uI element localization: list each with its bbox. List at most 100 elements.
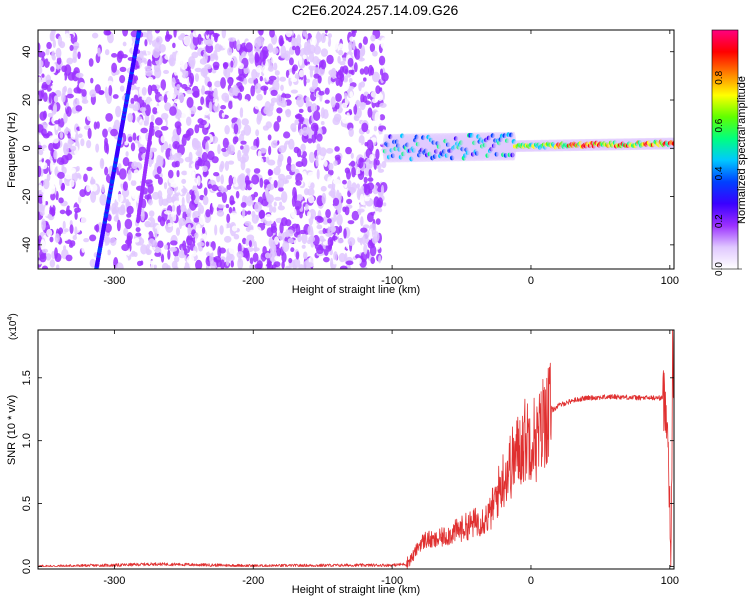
heatmap-cell [371,98,378,104]
colorbar-tick-label: 0.4 [714,166,725,180]
heatmap-cell [61,92,66,103]
heatmap-cell [347,179,352,189]
heatmap-cell [182,240,187,251]
heatmap-cell [87,127,92,139]
heatmap-cell [254,226,262,234]
heatmap-cell [343,159,351,165]
heatmap-cell [294,45,301,56]
heatmap-cell [307,171,316,180]
heatmap-cell [115,209,119,221]
heatmap-cell [330,39,339,51]
heatmap-cell [169,240,178,246]
heatmap-cell [364,196,370,202]
heatmap-cell [375,148,380,160]
heatmap-cell [154,130,163,138]
heatmap-cell [332,197,340,207]
heatmap-cell [232,39,237,50]
heatmap-cell [315,155,319,167]
heatmap-cell [346,198,353,205]
heatmap-cell [293,239,299,245]
heatmap-cell [135,227,141,233]
heatmap-cell [218,185,225,191]
heatmap-cell [324,99,330,104]
heatmap-cell [134,237,140,243]
heatmap-cell [188,151,193,163]
heatmap-cell [287,156,292,166]
heatmap-cell [154,67,162,79]
heatmap-cell [124,141,129,146]
heatmap-cell [337,238,344,244]
heatmap-cell [273,201,277,207]
heatmap-cell [160,253,165,263]
heatmap-cell [203,107,210,116]
heatmap-cell [172,211,177,222]
heatmap-cell [188,161,193,170]
heatmap-cell [267,159,276,166]
heatmap-cell [254,201,262,213]
heatmap-cell [164,244,169,250]
heatmap-cell [319,147,327,157]
heatmap-cell [346,112,350,121]
heatmap-cell [118,168,127,180]
heatmap-cell [45,74,52,86]
heatmap-cell [327,33,333,38]
heatmap-cell [171,260,178,269]
heatmap-cell [360,216,364,227]
heatmap-cell [248,240,252,248]
heatmap-cell [262,65,271,75]
heatmap-cell [372,50,378,57]
heatmap-cell [358,60,366,66]
heatmap-cell [166,90,174,100]
heatmap-cell [369,66,375,76]
heatmap-cell [245,238,250,247]
heatmap-cell [347,220,355,225]
heatmap-cell [264,252,271,259]
heatmap-cell [279,222,284,234]
heatmap-cell [163,69,170,74]
heatmap-cell [358,42,363,49]
heatmap-cell [197,106,203,111]
heatmap-cell [50,66,55,72]
heatmap-cell [273,130,282,141]
heatmap-cell [377,168,385,173]
heatmap-cell [181,187,188,194]
heatmap-cell [99,193,108,206]
heatmap-cell [125,151,129,157]
heatmap-cell [212,91,217,98]
heatmap-cell [86,101,91,113]
heatmap-cell [302,170,307,180]
heatmap-cell [299,211,303,219]
heatmap-cell [40,239,46,251]
heatmap-cell [153,264,157,269]
heatmap-cell [339,61,346,66]
heatmap-cell [57,126,61,131]
heatmap-cell [242,109,249,118]
heatmap-cell [291,127,297,133]
heatmap-cell [169,247,178,252]
heatmap-cell [288,57,294,66]
heatmap-cell [362,36,368,45]
heatmap-cell [198,215,206,226]
heatmap-cell [63,112,68,124]
heatmap-cell [55,264,60,269]
heatmap-cell [38,31,42,42]
heatmap-cell [216,259,222,268]
heatmap-cell [360,185,365,195]
snr-x-ticks: -300 -200 -100 0 100 [103,330,679,587]
heatmap-cell [334,154,341,160]
heatmap-cell [50,85,58,90]
heatmap-cell [263,130,269,136]
heatmap-cell [265,109,273,117]
heatmap-cell [50,192,56,201]
heatmap-cell [325,208,331,219]
heatmap-cell [93,121,98,130]
heatmap-cell [54,120,61,125]
heatmap-cell [65,254,73,262]
heatmap-cell [75,115,84,122]
heatmap-cell [362,235,366,245]
heatmap-cell [231,225,238,232]
heatmap-cell [63,144,69,156]
heatmap-cell [281,251,287,263]
colorbar-gradient [711,29,739,270]
heatmap-cell [273,62,278,71]
